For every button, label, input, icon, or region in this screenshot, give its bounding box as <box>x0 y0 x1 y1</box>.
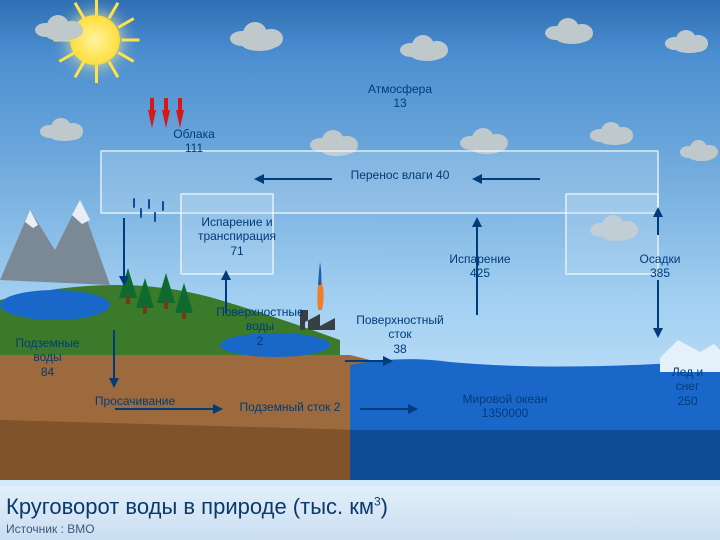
label-text: воды <box>200 319 320 333</box>
label-text: Испарение и <box>182 215 292 229</box>
label-text: Перенос влаги 40 <box>330 168 470 182</box>
label-evap-transpiration: Испарение и транспирация 71 <box>182 215 292 258</box>
label-moisture-transfer: Перенос влаги 40 <box>330 168 470 182</box>
label-value: 13 <box>355 96 445 110</box>
title-text: Круговорот воды в природе (тыс. км <box>6 494 374 519</box>
label-text: сток <box>340 327 460 341</box>
label-text: воды <box>5 350 90 364</box>
label-text: снег <box>660 379 715 393</box>
label-infiltration: Просачивание <box>80 394 190 408</box>
label-groundwater: Подземные воды 84 <box>5 336 90 379</box>
label-text: Испарение <box>435 252 525 266</box>
label-text: Поверхностный <box>340 313 460 327</box>
label-text: Облака <box>164 127 224 141</box>
label-value: 84 <box>5 365 90 379</box>
label-text: Подземные <box>5 336 90 350</box>
arrow-transfer_right <box>480 178 540 180</box>
arrow-precip_up_box <box>657 215 659 235</box>
label-text: Мировой океан <box>440 392 570 406</box>
label-value: 38 <box>340 342 460 356</box>
label-text: Осадки <box>625 252 695 266</box>
arrow-runoff_right <box>345 360 385 362</box>
label-evaporation: Испарение 425 <box>435 252 525 281</box>
title-tail: ) <box>381 494 388 519</box>
arrow-under_right <box>360 408 410 410</box>
title-sup: 3 <box>374 495 381 509</box>
label-clouds: Облака 111 <box>164 127 224 156</box>
label-ice-snow: Лед и снег 250 <box>660 365 715 408</box>
arrow-evap_up <box>476 225 478 315</box>
label-value: 1350000 <box>440 406 570 420</box>
label-text: Лед и <box>660 365 715 379</box>
label-ocean: Мировой океан 1350000 <box>440 392 570 421</box>
label-value: 111 <box>164 141 224 155</box>
arrow-infil_to_under <box>115 408 215 410</box>
arrow-transfer_left <box>262 178 332 180</box>
label-value: 71 <box>182 244 292 258</box>
label-text: Атмосфера <box>355 82 445 96</box>
diagram-title: Круговорот воды в природе (тыс. км3) <box>6 494 720 520</box>
label-value: 385 <box>625 266 695 280</box>
label-value: 2 <box>200 334 320 348</box>
title-bar: Круговорот воды в природе (тыс. км3) Ист… <box>0 486 720 540</box>
arrow-clouds_down <box>123 218 125 278</box>
label-text: Просачивание <box>80 394 190 408</box>
arrow-infil_down <box>113 330 115 380</box>
label-surface-waters: Поверхностные воды 2 <box>200 305 320 348</box>
label-text: Подземный сток 2 <box>225 400 355 414</box>
label-value: 250 <box>660 394 715 408</box>
label-text: транспирация <box>182 229 292 243</box>
source-text: Источник : ВМО <box>6 522 720 536</box>
label-atmosphere: Атмосфера 13 <box>355 82 445 111</box>
arrow-evap_transp_up <box>225 278 227 313</box>
arrow-precip_down <box>657 280 659 330</box>
diagram-stage: Атмосфера 13 Облака 111 Перенос влаги 40… <box>0 0 720 540</box>
label-precipitation: Осадки 385 <box>625 252 695 281</box>
label-text: Поверхностные <box>200 305 320 319</box>
label-underground-flow: Подземный сток 2 <box>225 400 355 414</box>
label-value: 425 <box>435 266 525 280</box>
label-surface-runoff: Поверхностный сток 38 <box>340 313 460 356</box>
